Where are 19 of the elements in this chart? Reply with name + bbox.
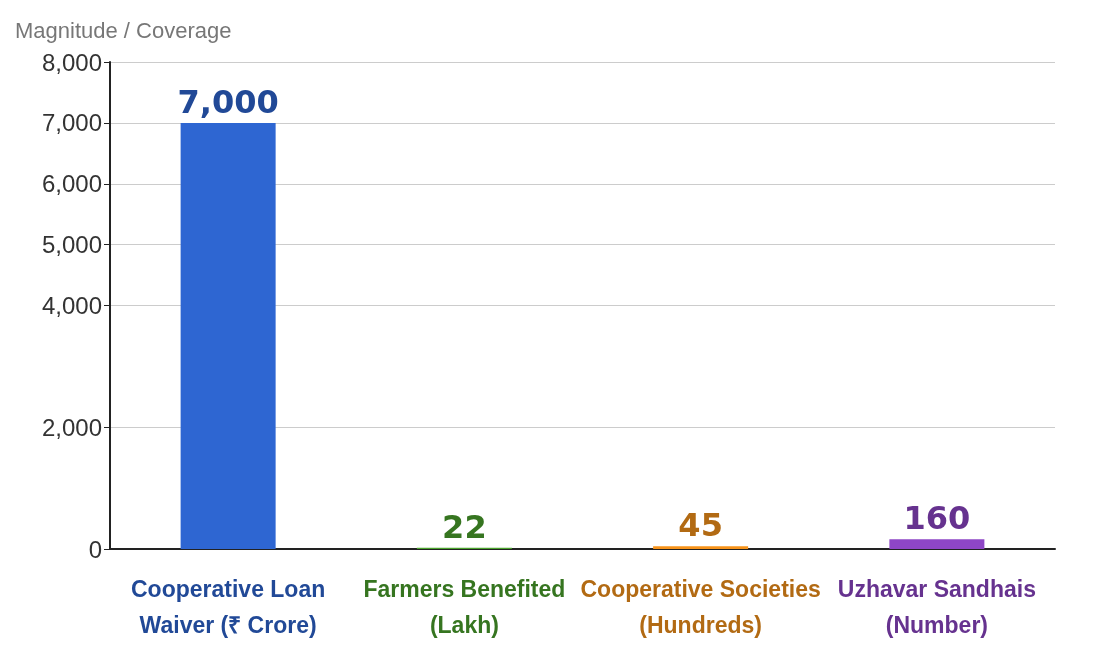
data-label: 160: [903, 499, 971, 538]
x-tick-label: Cooperative Loan Waiver (₹ Crore): [130, 576, 326, 638]
data-label: 22: [442, 507, 487, 546]
data-label: 7,000: [177, 82, 279, 121]
y-tick-label: 8,000: [41, 48, 102, 76]
x-tick-label: Cooperative Societies (Hundreds): [580, 576, 821, 638]
x-tick-label: Farmers Benefited (Lakh): [363, 576, 566, 638]
y-tick-label: 5,000: [41, 231, 102, 259]
bar: [653, 546, 749, 549]
y-tick-label: 7,000: [41, 109, 102, 137]
data-label: 45: [678, 506, 723, 545]
y-axis-title: Magnitude / Coverage: [15, 17, 232, 43]
bar: [889, 539, 985, 549]
y-tick-label: 6,000: [41, 170, 102, 198]
x-tick-label: Uzhavar Sandhais (Number): [837, 576, 1036, 638]
y-tick-label: 2,000: [41, 413, 102, 441]
y-tick-label: 4,000: [41, 292, 102, 319]
bar: [180, 122, 276, 549]
y-tick-label: 0: [88, 535, 102, 563]
